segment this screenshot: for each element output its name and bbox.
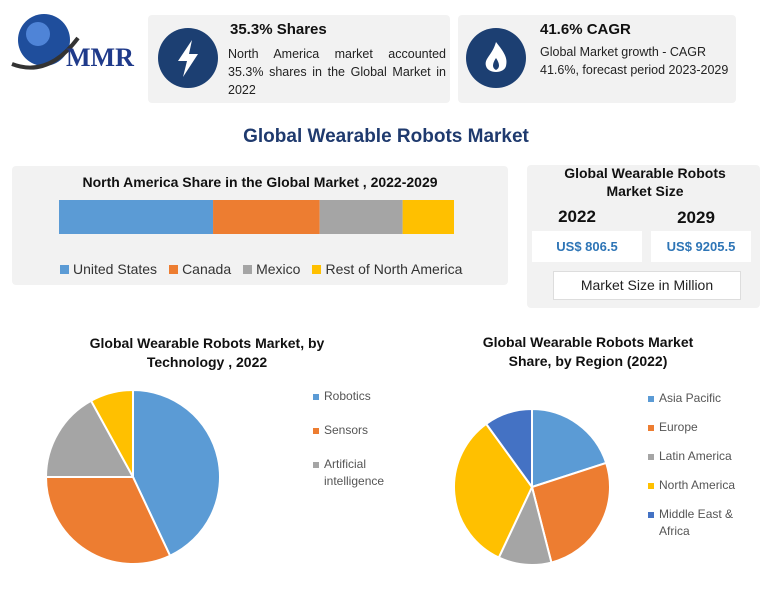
legend-item: North America [648, 477, 759, 494]
legend-label: United States [73, 261, 158, 277]
legend-swatch [313, 428, 319, 434]
legend-swatch [313, 462, 319, 468]
logo: MMR [11, 14, 134, 72]
size-title: Global Wearable Robots Market Size [564, 165, 726, 199]
pie-slice [453, 422, 534, 559]
legend-label: Canada [182, 261, 232, 277]
legend-label: Middle East & Africa [659, 507, 734, 538]
card-title: 41.6% CAGR [540, 21, 631, 38]
logo-text: MMR [66, 43, 134, 72]
legend-swatch [648, 454, 654, 460]
legend-label: Asia Pacific [659, 391, 722, 405]
bar-segment [213, 200, 320, 234]
legend-item: Sensors [313, 422, 399, 439]
legend-swatch [60, 265, 69, 274]
legend-item: Robotics [313, 388, 399, 405]
card-icon [466, 28, 526, 88]
bar-segment [402, 200, 454, 234]
size-note: Market Size in Million [553, 271, 741, 300]
pie-slice [484, 407, 533, 491]
card-icon [158, 28, 218, 88]
bar-segment [319, 200, 403, 234]
legend-swatch [648, 425, 654, 431]
pie [453, 407, 611, 566]
legend-item: Middle East & Africa [648, 506, 759, 540]
legend-swatch [648, 396, 654, 402]
legend-label: Robotics [324, 389, 371, 403]
size-value: US$ 9205.5 [651, 231, 751, 262]
stacked-bar [59, 200, 454, 234]
legend-item: Latin America [648, 448, 759, 465]
legend-item: Canada [169, 261, 231, 277]
legend-item: Mexico [243, 261, 300, 277]
logo-swoosh [11, 36, 80, 70]
pie-slice [44, 399, 135, 478]
pie [44, 388, 221, 565]
year: 2029 [677, 208, 715, 227]
chart-title: Global Wearable Robots Market, by Techno… [89, 335, 325, 370]
pie-slice [530, 461, 611, 564]
legend-item: Rest of North America [312, 261, 462, 277]
legend-swatch [648, 483, 654, 489]
legend-label: Artificial intelligence [324, 457, 385, 488]
legend-label: Rest of North America [325, 261, 463, 277]
legend-label: Europe [659, 420, 698, 434]
legend-label: North America [659, 478, 736, 492]
legend-swatch [313, 394, 319, 400]
pie-slice [89, 388, 134, 478]
chart-title: North America Share in the Global Market… [82, 174, 438, 190]
legend-item: United States [60, 261, 157, 277]
legend-swatch [169, 265, 179, 274]
legend-label: Sensors [324, 423, 369, 437]
pie-slice [531, 407, 608, 489]
legend-item: Artificial intelligence [313, 456, 399, 490]
legend-label: Latin America [659, 449, 732, 463]
legend-item: Asia Pacific [648, 390, 759, 407]
legend-label: Mexico [256, 261, 301, 277]
card-title: 35.3% Shares [230, 21, 327, 38]
legend: United States Canada Mexico Rest of North A… [60, 261, 510, 277]
logo-globe-shine [26, 22, 50, 46]
bar-segment [59, 200, 214, 234]
chart-title: Global Wearable Robots Market Share, by … [482, 334, 694, 369]
legend-swatch [312, 265, 322, 274]
card-text: Global Market growth - CAGR 41.6%, forec… [540, 45, 729, 77]
legend-swatch [243, 265, 253, 274]
size-value: US$ 806.5 [532, 231, 642, 262]
legend-item: Europe [648, 419, 759, 436]
card-text: North America market accounted 35.3% sha… [228, 47, 446, 97]
year: 2022 [558, 207, 596, 226]
main-title: Global Wearable Robots Market [243, 126, 529, 147]
pie-slice [132, 388, 221, 558]
pie-slice [44, 476, 172, 565]
legend-swatch [648, 512, 654, 518]
